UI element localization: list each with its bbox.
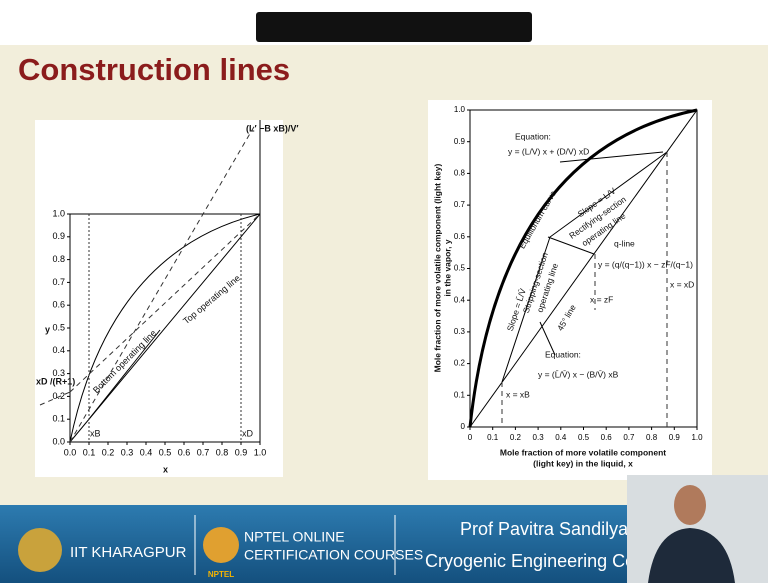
page: Construction lines (L′ −B xB)/V′ y x xD … — [0, 0, 768, 583]
toolbar[interactable] — [256, 12, 532, 42]
x-tick-label: 0.5 — [159, 447, 172, 457]
y-tick-label: 0.7 — [454, 200, 466, 209]
y-tick-label: 0.9 — [52, 231, 65, 241]
x-tick-label: 0.5 — [578, 433, 590, 442]
y-tick-label: 0.8 — [454, 169, 466, 178]
x-tick-label: 0 — [468, 433, 473, 442]
y-tick-label: 1.0 — [454, 105, 466, 114]
x-tick-label: 0.4 — [555, 433, 567, 442]
x-tick-label: 0.7 — [623, 433, 635, 442]
y-tick-label: 0.0 — [52, 436, 65, 446]
iit-logo — [18, 528, 62, 572]
annotation: x = zF — [590, 294, 613, 304]
x-tick-label: 0.6 — [178, 447, 191, 457]
y-tick-label: 0.5 — [52, 322, 65, 332]
axis-label: y — [45, 324, 50, 334]
annotation: xD — [242, 428, 254, 438]
x-tick-label: 0.9 — [669, 433, 681, 442]
x-tick-label: 0.3 — [533, 433, 545, 442]
institute: IIT KHARAGPUR — [70, 544, 187, 561]
annotation: q-line — [614, 238, 635, 248]
x-tick-label: 0.2 — [102, 447, 115, 457]
x-tick-label: 0.8 — [646, 433, 658, 442]
y-tick-label: 0.6 — [52, 300, 65, 310]
slide: Construction lines (L′ −B xB)/V′ y x xD … — [0, 0, 768, 583]
annotation: Equation: — [515, 131, 551, 141]
slide-title: Construction lines — [18, 52, 290, 87]
annotation: x = xD — [670, 279, 694, 289]
annotation: x = xB — [506, 389, 530, 399]
y-tick-label: 0.5 — [454, 264, 466, 273]
y-tick-label: 0.1 — [52, 414, 65, 424]
nptel-text: CERTIFICATION COURSES — [244, 547, 423, 563]
y-tick-label: 0.2 — [454, 359, 466, 368]
axis-label: Mole fraction of more volatile component… — [432, 163, 442, 372]
annotation: y = (L/V) x + (D/V) xD — [508, 146, 589, 156]
annotation: y = (L̄/V̄) x − (B/V̄) xB — [538, 369, 619, 379]
x-tick-label: 0.2 — [510, 433, 522, 442]
axis-label: (light key) in the liquid, x — [533, 458, 633, 468]
speaker: Prof Pavitra Sandilya — [460, 519, 629, 539]
x-tick-label: 0.7 — [197, 447, 210, 457]
x-tick-label: 0.1 — [487, 433, 499, 442]
y-tick-label: 0.9 — [454, 137, 466, 146]
annotation: xB — [90, 428, 101, 438]
y-tick-label: 0.2 — [52, 391, 65, 401]
x-tick-label: 0.9 — [235, 447, 248, 457]
nptel-text: NPTEL ONLINE — [244, 529, 345, 545]
x-tick-label: 0.1 — [83, 447, 96, 457]
x-tick-label: 0.0 — [64, 447, 77, 457]
axis-label: x — [163, 464, 168, 474]
nptel-logo — [203, 527, 239, 563]
x-tick-label: 0.8 — [216, 447, 229, 457]
presenter-head — [674, 485, 706, 525]
x-tick-label: 0.3 — [121, 447, 134, 457]
y-tick-label: 0.4 — [454, 295, 466, 304]
x-tick-label: 0.4 — [140, 447, 153, 457]
y-tick-label: 0.6 — [454, 232, 466, 241]
y-tick-label: 0.3 — [52, 368, 65, 378]
axis-label: Mole fraction of more volatile component — [500, 447, 666, 457]
annotation: y = (q/(q−1)) x − zF/(q−1) — [598, 259, 693, 269]
left-figure — [35, 120, 283, 477]
y-tick-label: 0.7 — [52, 277, 65, 287]
y-tick-label: 0.4 — [52, 345, 65, 355]
axis-label: in the vapor, y — [442, 239, 452, 296]
y-tick-label: 0.8 — [52, 254, 65, 264]
x-tick-label: 1.0 — [691, 433, 703, 442]
annotation: Equation: — [545, 349, 581, 359]
x-tick-label: 0.6 — [601, 433, 613, 442]
y-tick-label: 0.1 — [454, 390, 466, 399]
y-tick-label: 1.0 — [52, 208, 65, 218]
y-tick-label: 0 — [461, 422, 466, 431]
nptel-label: NPTEL — [208, 570, 234, 579]
department: Cryogenic Engineering Cer — [425, 551, 641, 571]
x-tick-label: 1.0 — [254, 447, 267, 457]
y-tick-label: 0.3 — [454, 327, 466, 336]
annotation: (L′ −B xB)/V′ — [246, 123, 299, 133]
presenter-video — [627, 475, 768, 583]
